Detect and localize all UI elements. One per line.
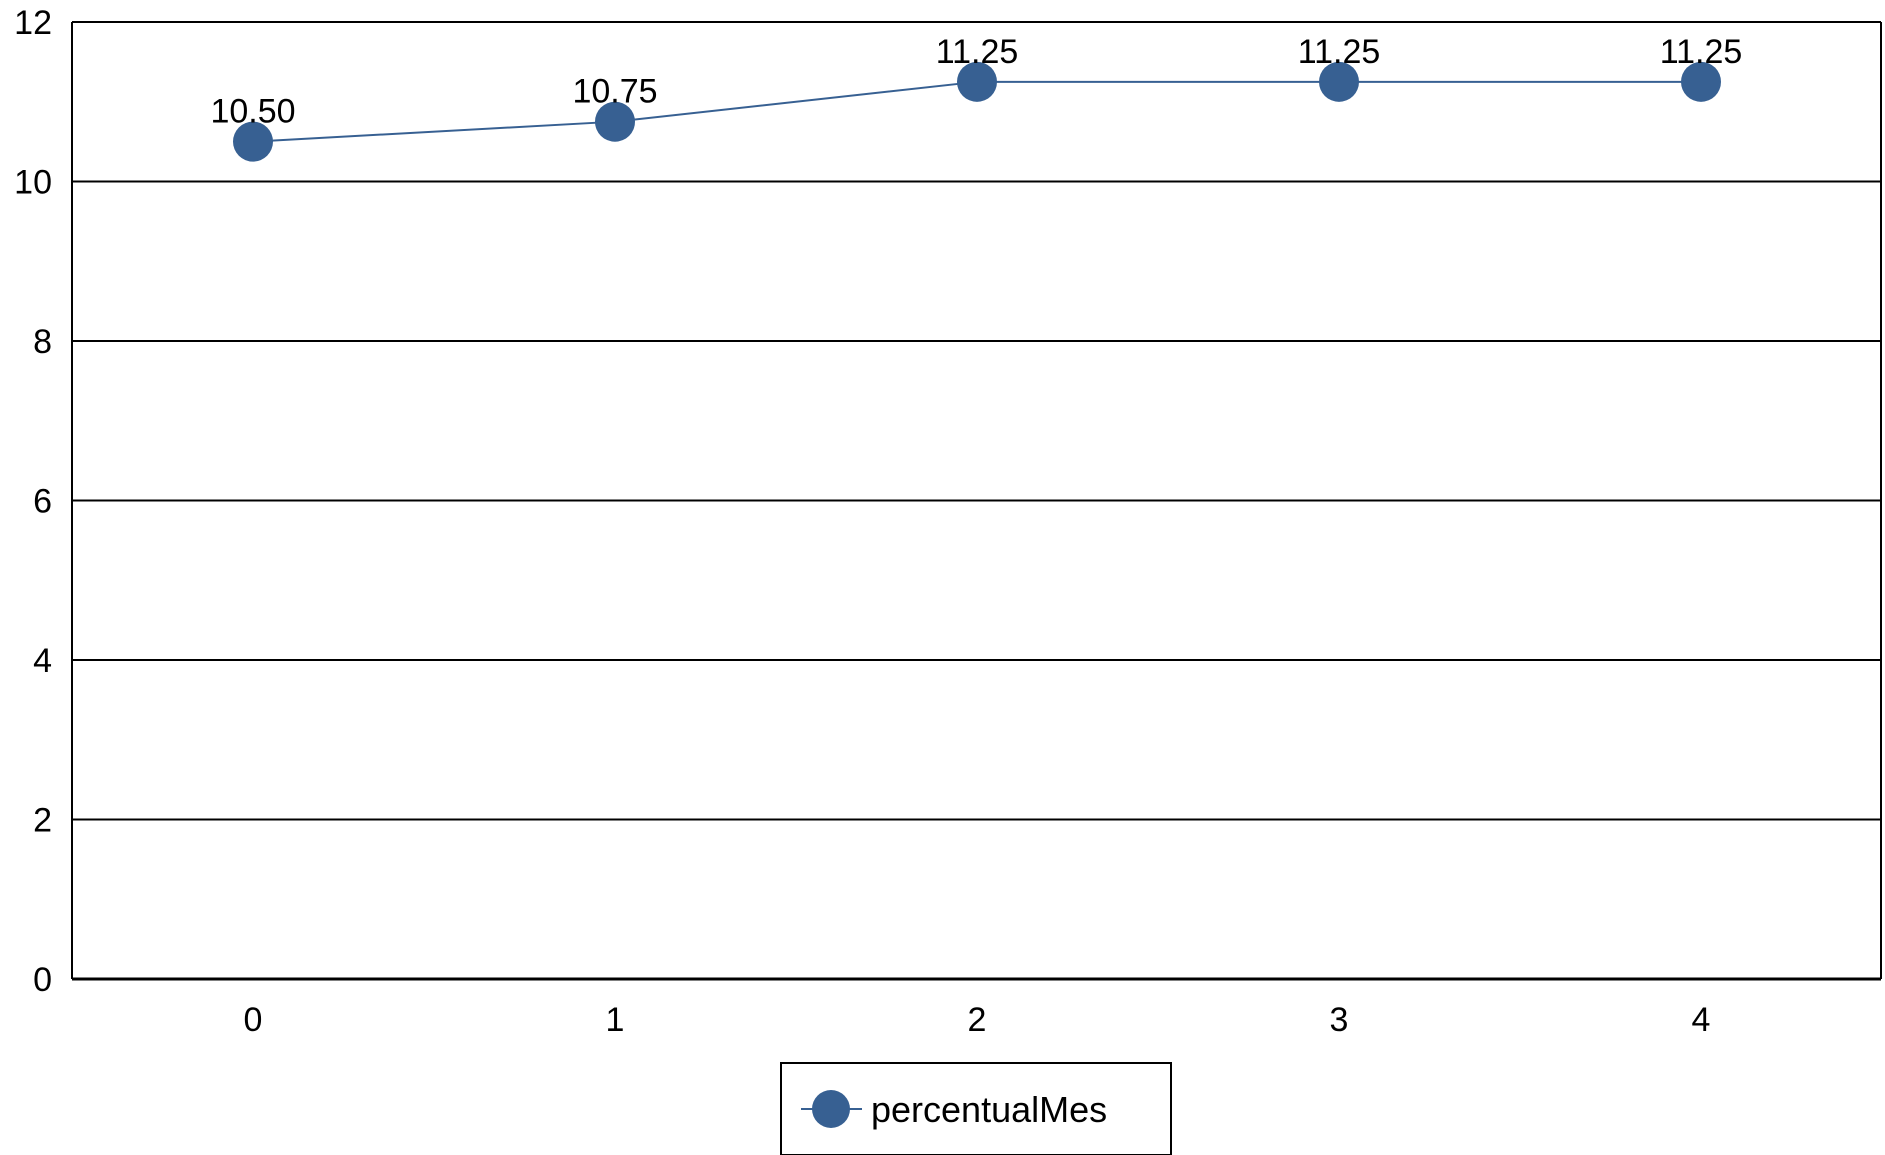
x-tick-label: 3 bbox=[1330, 1001, 1349, 1039]
legend-series-label: percentualMes bbox=[871, 1089, 1107, 1130]
y-tick-label: 6 bbox=[33, 483, 52, 521]
x-tick-label: 0 bbox=[244, 1001, 263, 1039]
y-tick-label: 10 bbox=[14, 164, 52, 202]
gridlines bbox=[72, 21, 1881, 821]
y-tick-label: 0 bbox=[33, 961, 52, 999]
data-point bbox=[1681, 61, 1721, 102]
data-label: 10.75 bbox=[572, 73, 657, 111]
data-point bbox=[957, 61, 997, 102]
y-tick-label: 12 bbox=[14, 4, 52, 42]
x-tick-label: 1 bbox=[606, 1001, 625, 1039]
data-point bbox=[233, 121, 273, 162]
x-tick-label: 2 bbox=[968, 1001, 987, 1039]
x-axis-tick-labels: 0 1 2 3 4 bbox=[244, 1001, 1711, 1039]
x-tick-label: 4 bbox=[1692, 1001, 1711, 1039]
data-point bbox=[1319, 61, 1359, 102]
data-label: 11.25 bbox=[1298, 33, 1381, 71]
y-tick-label: 8 bbox=[33, 323, 52, 361]
data-point bbox=[595, 101, 635, 142]
data-label: 10.50 bbox=[210, 93, 295, 131]
y-tick-label: 4 bbox=[33, 642, 52, 680]
data-labels: 10.50 10.75 11.25 11.25 11.25 bbox=[210, 33, 1742, 131]
y-tick-label: 2 bbox=[33, 802, 52, 840]
data-label: 11.25 bbox=[936, 33, 1019, 71]
legend-series-marker bbox=[812, 1090, 850, 1128]
series-percentualMes bbox=[233, 61, 1721, 162]
legend: percentualMes bbox=[780, 1062, 1172, 1155]
data-label: 11.25 bbox=[1660, 33, 1743, 71]
axes bbox=[71, 22, 1882, 981]
y-axis-tick-labels: 0 2 4 6 8 10 12 bbox=[14, 4, 52, 999]
